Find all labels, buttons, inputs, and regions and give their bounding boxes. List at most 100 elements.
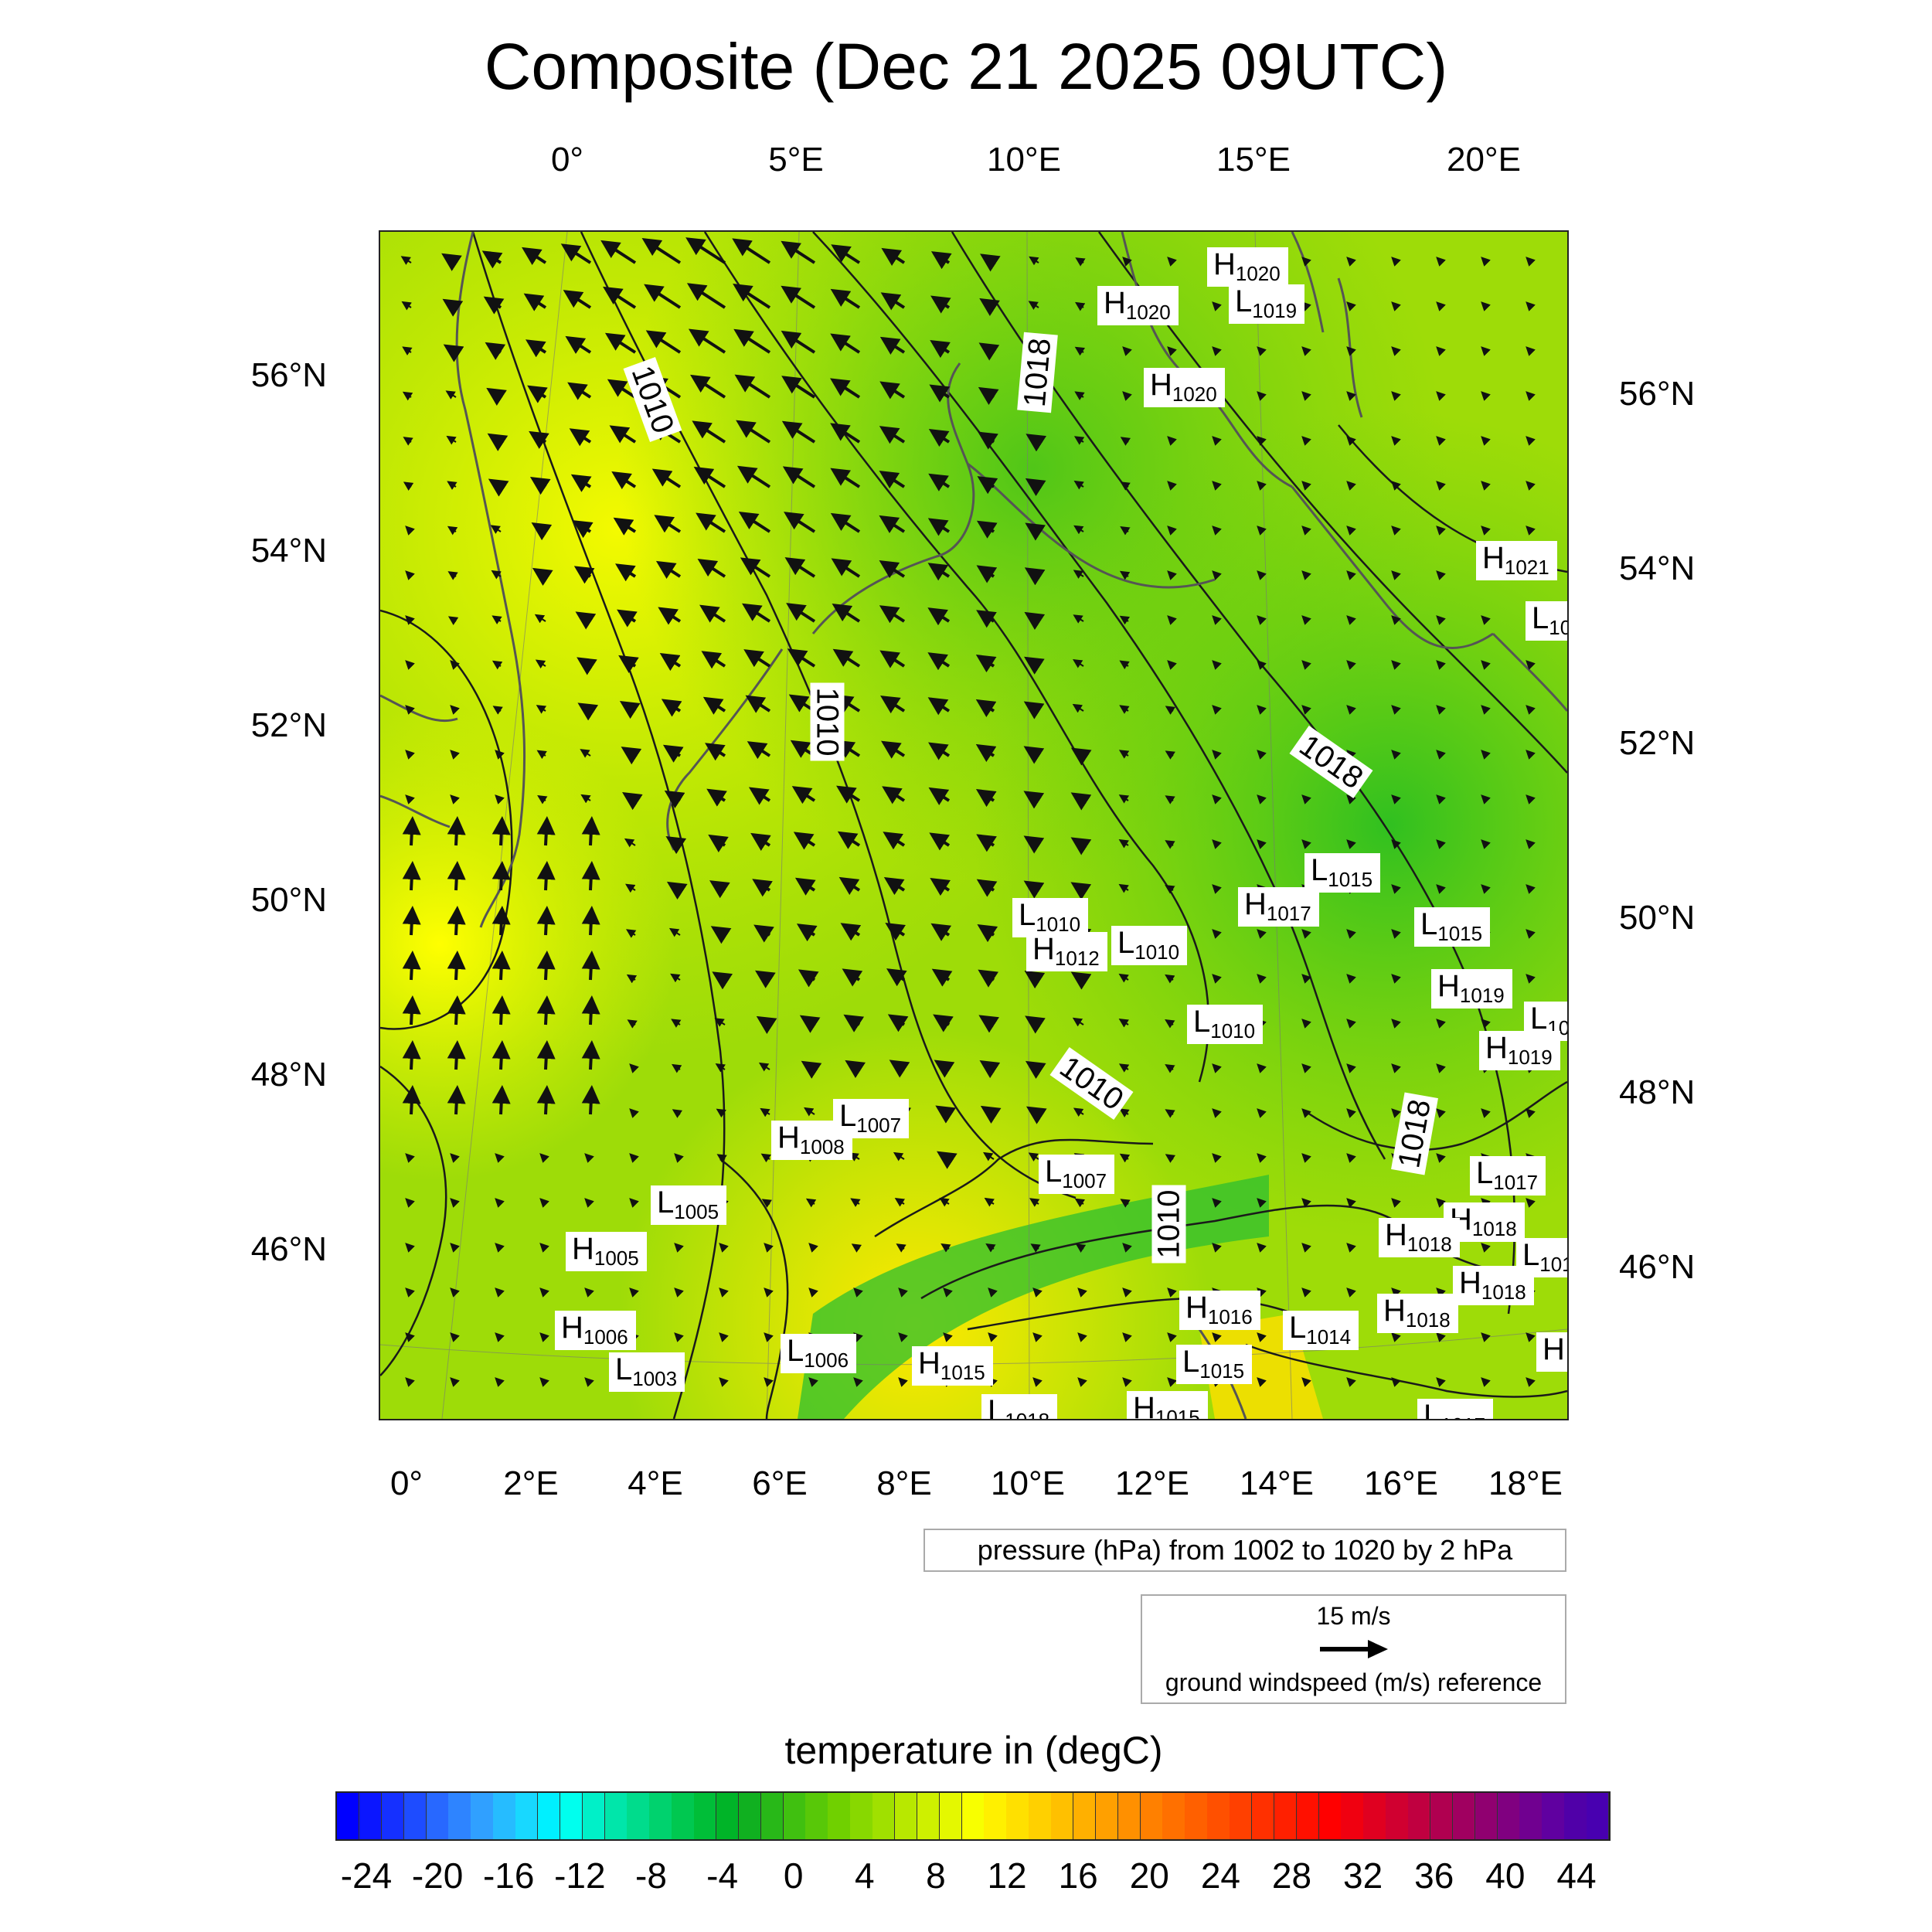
wind-arrow (1436, 436, 1446, 446)
wind-arrow (450, 660, 460, 670)
colorbar-label: -16 (482, 1855, 535, 1896)
wind-arrow (1023, 835, 1045, 854)
wind-arrow (1391, 346, 1401, 356)
wind-arrow (927, 518, 951, 536)
wind-arrow (492, 816, 511, 846)
wind-arrow (1346, 1108, 1356, 1118)
wind-arrow (1391, 974, 1401, 984)
top-lon-label: 10°E (987, 141, 1061, 179)
wind-arrow (572, 520, 594, 539)
wind-arrow (534, 614, 546, 624)
wind-arrow (934, 1060, 955, 1078)
wind-arrow (702, 696, 726, 715)
colorbar-cell (1408, 1793, 1431, 1839)
colorbar-cell (649, 1793, 672, 1839)
wind-arrow (831, 244, 861, 264)
wind-arrow (450, 1287, 460, 1298)
wind-arrow (1257, 1153, 1267, 1163)
wind-arrow (495, 1243, 505, 1253)
wind-arrow (1526, 884, 1536, 894)
wind-arrow (402, 951, 421, 981)
wind-arrow (529, 477, 551, 495)
wind-arrow (1391, 1019, 1401, 1029)
wind-arrow (975, 699, 997, 718)
wind-arrow (715, 1063, 726, 1073)
wind-arrow (1212, 1063, 1222, 1073)
wind-arrow (664, 790, 685, 809)
wind-arrow (781, 285, 816, 309)
wind-arrow (690, 374, 726, 399)
colorbar-cell (738, 1793, 762, 1839)
wind-arrow (1029, 256, 1039, 266)
wind-arrow (745, 695, 771, 713)
wind-arrow (1346, 794, 1356, 804)
wind-arrow (881, 740, 906, 759)
wind-arrow (1167, 1377, 1177, 1387)
wind-arrow (1436, 570, 1446, 580)
wind-arrow (495, 750, 505, 760)
wind-arrow (1118, 1019, 1129, 1028)
wind-arrow (1301, 1198, 1311, 1208)
wind-arrow (1119, 570, 1131, 580)
wind-arrow (672, 1063, 682, 1073)
wind-arrow (450, 1243, 460, 1253)
wind-arrow (710, 926, 732, 944)
wind-arrow (492, 660, 503, 670)
wind-arrow (405, 750, 415, 760)
wind-arrow (975, 789, 997, 808)
wind-arrow (1481, 884, 1491, 894)
wind-arrow (569, 428, 592, 447)
left-lat-label: 46°N (250, 1230, 327, 1268)
colorbar-cell (939, 1793, 963, 1839)
wind-arrow (1165, 840, 1175, 849)
wind-arrow (1257, 794, 1267, 804)
colorbar-label: -4 (706, 1855, 739, 1896)
wind-arrow (1526, 794, 1536, 804)
wind-arrow (1075, 301, 1086, 311)
wind-arrow (750, 832, 771, 852)
wind-arrow (706, 788, 727, 807)
wind-arrow (405, 705, 415, 715)
wind-arrow (662, 744, 684, 763)
wind-arrow (889, 1060, 910, 1078)
colorbar-cell (760, 1793, 784, 1839)
wind-arrow (1301, 839, 1311, 849)
pressure-center-label: H1018 (1377, 1294, 1458, 1333)
wind-arrow (1257, 929, 1267, 939)
wind-arrow (539, 1243, 549, 1253)
wind-arrow (527, 385, 548, 403)
wind-arrow (840, 923, 862, 941)
wind-arrow (1032, 1332, 1043, 1342)
wind-arrow (1346, 974, 1356, 984)
wind-arrow (665, 836, 687, 855)
wind-arrow (880, 696, 906, 714)
pressure-center-label: H1018 (1379, 1218, 1460, 1257)
pressure-center-label: L1010 (1111, 926, 1188, 965)
wind-arrow (621, 747, 642, 765)
wind-arrow (1077, 1332, 1087, 1342)
wind-arrow (1073, 436, 1085, 445)
wind-arrow (980, 253, 1001, 272)
wind-arrow (580, 749, 591, 758)
wind-arrow (887, 1014, 909, 1032)
wind-arrow (670, 973, 681, 983)
wind-arrow (701, 651, 726, 669)
wind-arrow (1165, 750, 1175, 760)
wind-arrow (1436, 346, 1446, 356)
wind-arrow (1526, 1108, 1536, 1118)
wind-arrow (976, 879, 998, 897)
wind-arrow (976, 520, 998, 539)
wind-arrow (1165, 1154, 1176, 1163)
wind-arrow (492, 995, 511, 1026)
pressure-center-label: H (1536, 1332, 1567, 1372)
wind-arrow (1119, 1153, 1131, 1163)
pressure-center-label: L1007 (833, 1099, 910, 1138)
colorbar-cell (448, 1793, 471, 1839)
wind-arrow (1436, 884, 1446, 894)
wind-arrow (883, 877, 906, 896)
wind-arrow (1118, 794, 1130, 804)
wind-arrow (804, 1107, 815, 1117)
wind-arrow (581, 995, 600, 1026)
wind-arrow (1301, 570, 1311, 580)
wind-arrow (523, 293, 547, 311)
